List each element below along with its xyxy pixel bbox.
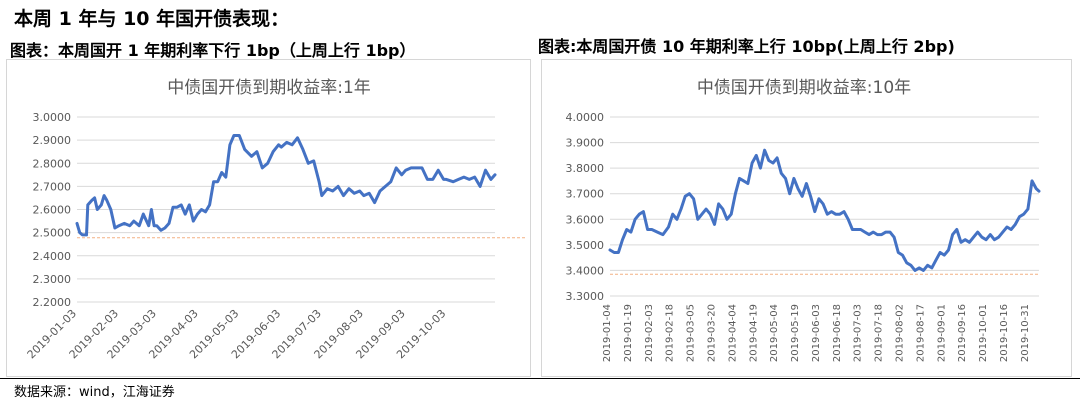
y-tick-label: 3.6000 xyxy=(566,213,605,226)
x-tick-label: 2019-02-03 xyxy=(644,304,655,362)
y-tick-label: 2.2000 xyxy=(33,296,72,309)
y-tick-label: 2.4000 xyxy=(33,250,72,263)
y-tick-label: 2.6000 xyxy=(33,204,72,217)
x-tick-label: 2019-09-01 xyxy=(936,304,947,362)
right-chart-caption: 图表:本周国开债 10 年期利率上行 10bp(上周上行 2bp) xyxy=(538,37,955,56)
y-tick-label: 3.8000 xyxy=(566,162,605,175)
x-tick-label: 2019-10-31 xyxy=(1020,304,1031,362)
x-tick-label: 2019-06-03 xyxy=(811,304,822,362)
x-tick-label: 2019-09-16 xyxy=(957,304,968,362)
footer-rule xyxy=(0,378,1080,379)
series-line xyxy=(75,134,497,237)
x-tick-label: 2019-10-01 xyxy=(978,304,989,362)
y-tick-label: 2.3000 xyxy=(33,273,72,286)
y-tick-label: 2.5000 xyxy=(33,227,72,240)
chart-title: 中债国开债到期收益率:1年 xyxy=(167,78,371,98)
x-tick-label: 2019-03-20 xyxy=(706,304,717,362)
x-tick-label: 2019-01-04 xyxy=(602,304,613,362)
y-tick-label: 3.5000 xyxy=(566,239,605,252)
y-tick-label: 2.8000 xyxy=(33,157,72,170)
x-tick-label: 2019-03-05 xyxy=(686,304,697,362)
chart-10y-frame: 中债国开债到期收益率:10年 4.0000 3.9000 3.8000 3.7000 3… xyxy=(541,59,1072,377)
chart-1y: 中债国开债到期收益率:1年 3.0000 2.9000 2.8000 2.7000 2.… xyxy=(25,78,525,361)
x-tick-label: 2019-04-04 xyxy=(727,304,738,362)
x-tick-label: 2019-08-17 xyxy=(915,304,926,362)
x-tick-label: 2019-08-02 xyxy=(895,304,906,362)
y-tick-label: 2.7000 xyxy=(33,180,72,193)
x-tick-label: 2019-02-18 xyxy=(665,304,676,362)
page-heading: 本周 1 年与 10 年国开债表现： xyxy=(14,8,290,30)
y-tick-label: 3.0000 xyxy=(33,111,72,124)
data-source-note: 数据来源：wind，江海证券 xyxy=(14,385,175,400)
y-tick-label: 2.9000 xyxy=(33,134,72,147)
y-tick-label: 3.9000 xyxy=(566,137,605,150)
chart-10y: 中债国开债到期收益率:10年 4.0000 3.9000 3.8000 3.7000 3… xyxy=(566,78,1041,362)
y-tick-label: 3.7000 xyxy=(566,188,605,201)
x-tick-label: 2019-01-19 xyxy=(623,304,634,362)
y-tick-label: 3.3000 xyxy=(566,290,605,303)
chart-1y-frame: 中债国开债到期收益率:1年 3.0000 2.9000 2.8000 2.7000 2.… xyxy=(6,59,531,377)
y-tick-label: 4.0000 xyxy=(566,111,605,124)
left-chart-caption: 图表：本周国开 1 年期利率下行 1bp（上周上行 1bp） xyxy=(10,41,416,60)
y-tick-label: 3.4000 xyxy=(566,264,605,277)
x-tick-label: 2019-04-19 xyxy=(748,304,759,362)
x-tick-label: 2019-05-04 xyxy=(769,304,780,362)
series-line xyxy=(608,148,1041,272)
x-tick-label: 2019-06-18 xyxy=(832,304,843,362)
chart-title: 中债国开债到期收益率:10年 xyxy=(697,78,911,98)
x-tick-label: 2019-10-16 xyxy=(999,304,1010,362)
x-tick-label: 2019-07-03 xyxy=(853,304,864,362)
x-tick-label: 2019-05-19 xyxy=(790,304,801,362)
x-tick-label: 2019-07-18 xyxy=(874,304,885,362)
